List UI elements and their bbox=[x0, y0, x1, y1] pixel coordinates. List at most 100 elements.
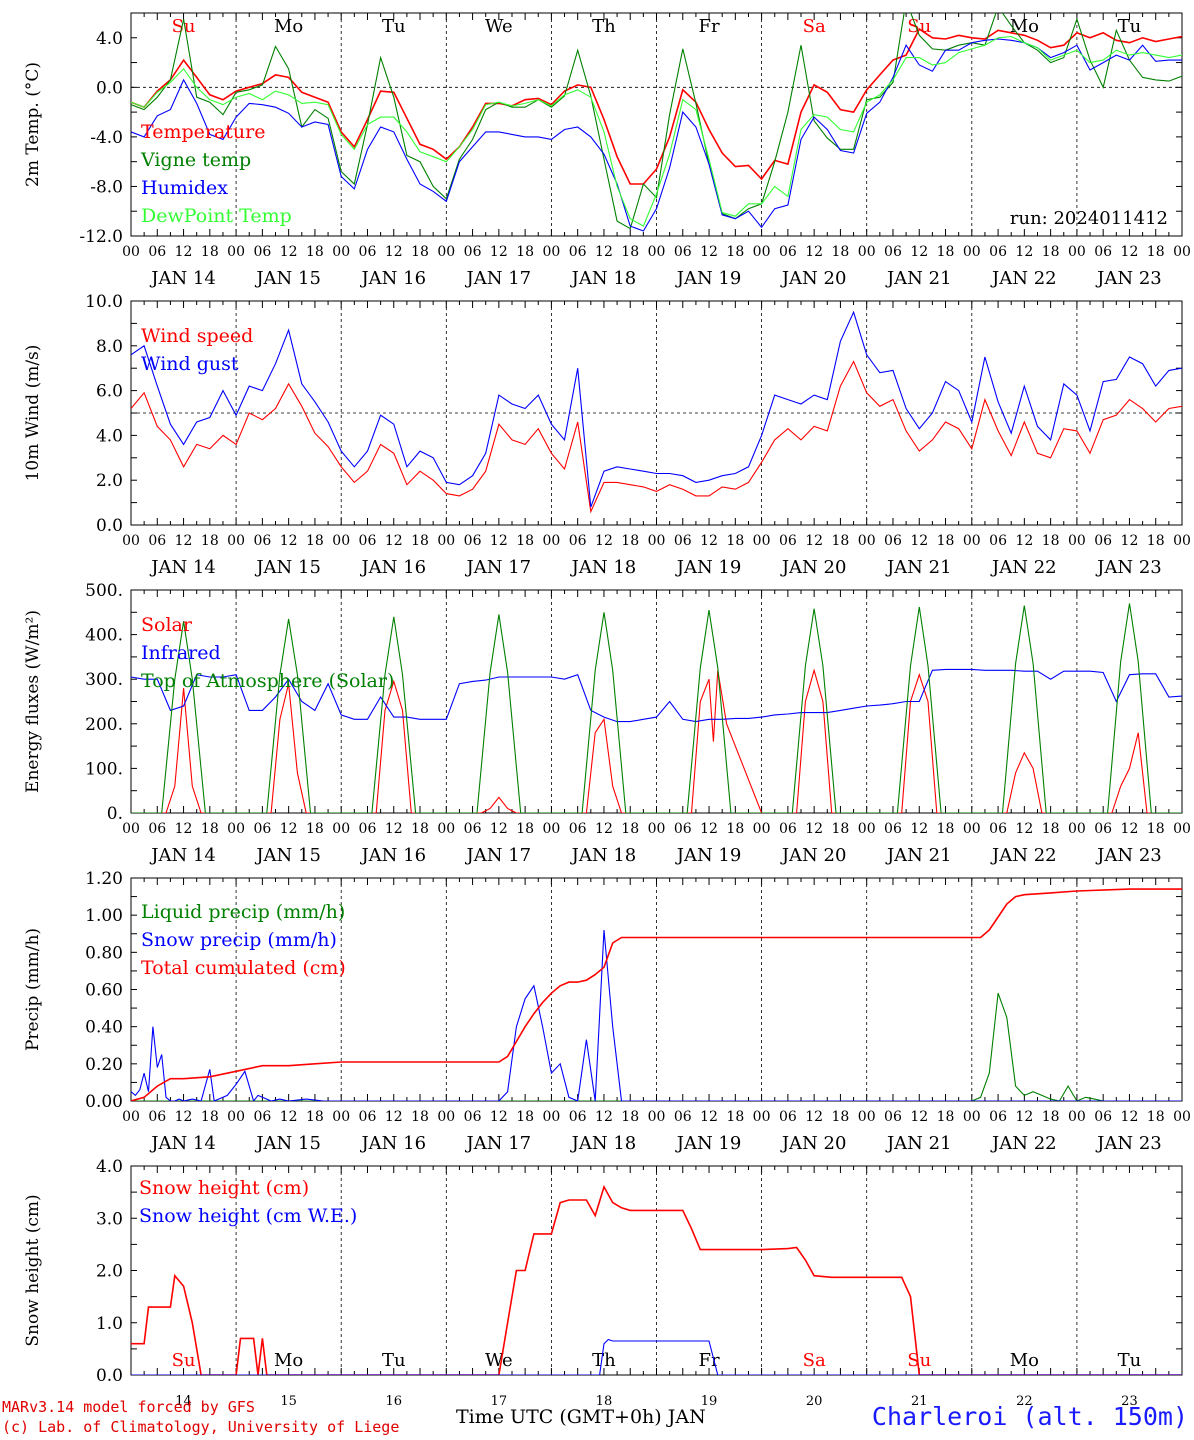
x-hour-label: 00 bbox=[1068, 821, 1086, 837]
legend-entry: Wind gust bbox=[141, 353, 239, 375]
series-line-top-of-atmosphere-solar- bbox=[131, 603, 1182, 813]
x-date-label: JAN 15 bbox=[254, 557, 321, 578]
y-tick-label: 2.0 bbox=[96, 471, 123, 491]
x-hour-label: 12 bbox=[490, 533, 508, 549]
x-date-label: JAN 20 bbox=[780, 557, 847, 578]
x-hour-label: 18 bbox=[832, 821, 850, 837]
x-day-number: 20 bbox=[806, 1394, 823, 1409]
x-hour-label: 06 bbox=[884, 1109, 902, 1125]
y-tick-label: 0.0 bbox=[96, 1366, 123, 1386]
x-date-label: JAN 18 bbox=[570, 268, 637, 289]
x-hour-label: 18 bbox=[1147, 1109, 1165, 1125]
weekday-label: Mo bbox=[1010, 1350, 1039, 1371]
x-hour-label: 06 bbox=[359, 244, 377, 260]
x-hour-label: 18 bbox=[726, 533, 744, 549]
x-date-label: JAN 16 bbox=[359, 268, 426, 289]
x-hour-label: 18 bbox=[832, 533, 850, 549]
x-hour-label: 18 bbox=[411, 533, 429, 549]
x-date-label: JAN 18 bbox=[570, 1133, 637, 1154]
x-hour-label: 00 bbox=[227, 244, 245, 260]
x-hour-label: 18 bbox=[937, 1109, 955, 1125]
weekday-label: Th bbox=[592, 1350, 616, 1371]
x-date-label: JAN 23 bbox=[1095, 845, 1162, 866]
x-hour-label: 06 bbox=[569, 533, 587, 549]
x-hour-label: 00 bbox=[648, 821, 666, 837]
x-hour-label: 00 bbox=[963, 533, 981, 549]
x-day-number: 14 bbox=[175, 1394, 192, 1409]
x-hour-label: 12 bbox=[700, 1109, 718, 1125]
x-hour-label: 12 bbox=[700, 821, 718, 837]
x-date-label: JAN 18 bbox=[570, 845, 637, 866]
x-hour-label: 18 bbox=[621, 533, 639, 549]
y-tick-label: 2.0 bbox=[96, 1262, 123, 1282]
weekday-label: Fr bbox=[699, 16, 720, 37]
x-hour-label: 18 bbox=[306, 533, 324, 549]
x-hour-label: 06 bbox=[1094, 1109, 1112, 1125]
x-date-label: JAN 22 bbox=[990, 1133, 1057, 1154]
x-hour-label: 06 bbox=[359, 533, 377, 549]
footer-time-axis-title: Time UTC (GMT+0h) JAN bbox=[456, 1406, 706, 1428]
series-line-snow-height-cm-w-e- bbox=[131, 1338, 1182, 1375]
y-axis-title: 2m Temp. (°C) bbox=[23, 62, 43, 187]
x-hour-label: 18 bbox=[1042, 821, 1060, 837]
legend-entry: Total cumulated (cm) bbox=[141, 957, 346, 979]
x-hour-label: 12 bbox=[1015, 1109, 1033, 1125]
x-hour-label: 12 bbox=[175, 1109, 193, 1125]
x-hour-label: 18 bbox=[1042, 533, 1060, 549]
x-hour-label: 18 bbox=[516, 533, 534, 549]
x-hour-label: 00 bbox=[858, 244, 876, 260]
x-hour-label: 06 bbox=[1094, 244, 1112, 260]
x-hour-label: 00 bbox=[648, 533, 666, 549]
x-day-number: 18 bbox=[596, 1394, 613, 1409]
x-hour-label: 06 bbox=[253, 1109, 271, 1125]
x-hour-label: 12 bbox=[595, 1109, 613, 1125]
y-tick-label: 0.00 bbox=[85, 1092, 123, 1112]
footer-model: MARv3.14 model forced by GFS bbox=[2, 1398, 255, 1416]
panel-3: 500. 400. 300. 200. 100. 0. Energy fluxes (W/m… bbox=[23, 581, 1191, 866]
x-hour-label: 06 bbox=[674, 821, 692, 837]
x-hour-label: 12 bbox=[805, 821, 823, 837]
x-hour-label: 18 bbox=[516, 244, 534, 260]
x-hour-label: 18 bbox=[937, 244, 955, 260]
y-tick-label: 1.00 bbox=[85, 906, 123, 926]
x-hour-label: 18 bbox=[306, 1109, 324, 1125]
x-hour-label: 00 bbox=[1173, 821, 1191, 837]
x-hour-label: 18 bbox=[832, 244, 850, 260]
legend-entry: DewPoint Temp bbox=[141, 205, 292, 227]
x-date-label: JAN 17 bbox=[465, 845, 532, 866]
x-hour-label: 00 bbox=[122, 821, 140, 837]
x-hour-label: 00 bbox=[227, 533, 245, 549]
x-hour-label: 00 bbox=[332, 533, 350, 549]
x-date-label: JAN 15 bbox=[254, 268, 321, 289]
x-hour-label: 12 bbox=[280, 533, 298, 549]
series-line-vigne-temp bbox=[131, 13, 1182, 230]
legend-entry: Wind speed bbox=[141, 325, 253, 347]
y-tick-label: 4.0 bbox=[96, 1157, 123, 1177]
x-hour-label: 00 bbox=[648, 244, 666, 260]
y-tick-label: 0. bbox=[107, 804, 123, 824]
plot-frame bbox=[130, 12, 1183, 237]
x-date-label: JAN 14 bbox=[149, 268, 216, 289]
series-line-snow-height-cm- bbox=[131, 1184, 1182, 1375]
x-hour-label: 12 bbox=[805, 244, 823, 260]
x-date-label: JAN 17 bbox=[465, 268, 532, 289]
x-hour-label: 00 bbox=[963, 244, 981, 260]
x-date-label: JAN 14 bbox=[149, 1133, 216, 1154]
weekday-label: Fr bbox=[699, 1350, 720, 1371]
x-hour-label: 06 bbox=[148, 533, 166, 549]
x-hour-label: 12 bbox=[1121, 1109, 1139, 1125]
x-hour-label: 00 bbox=[227, 1109, 245, 1125]
y-tick-label: -12.0 bbox=[79, 227, 123, 247]
x-hour-label: 00 bbox=[542, 1109, 560, 1125]
x-hour-label: 06 bbox=[779, 821, 797, 837]
x-date-label: JAN 23 bbox=[1095, 268, 1162, 289]
weekday-label: Tu bbox=[382, 16, 406, 37]
x-hour-label: 12 bbox=[1015, 533, 1033, 549]
legend-entry: Snow height (cm W.E.) bbox=[139, 1205, 357, 1227]
x-hour-label: 12 bbox=[595, 533, 613, 549]
x-hour-label: 00 bbox=[542, 821, 560, 837]
x-hour-label: 00 bbox=[1173, 244, 1191, 260]
y-tick-label: 1.20 bbox=[85, 869, 123, 889]
x-hour-label: 12 bbox=[175, 244, 193, 260]
series-line-temperature bbox=[131, 27, 1182, 185]
